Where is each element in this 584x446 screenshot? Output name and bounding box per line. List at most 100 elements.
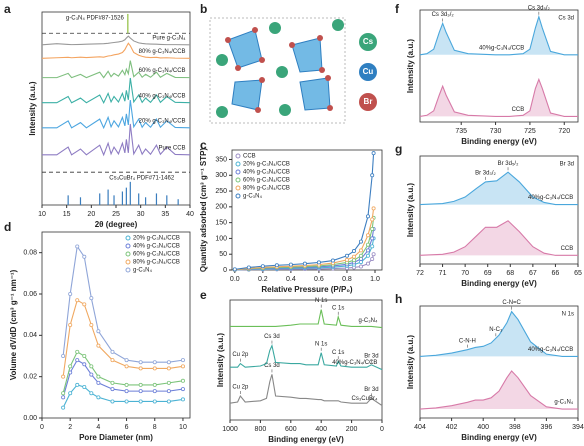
series-label: CCB — [512, 107, 525, 113]
point — [75, 382, 80, 387]
series-line — [419, 77, 578, 117]
legend-label: 80% g-C₃N₄/CCB — [243, 186, 290, 192]
point — [124, 364, 129, 369]
series-label: CCB — [561, 246, 574, 252]
series-line — [230, 309, 383, 329]
series-label: g-C₃N₄ PDF#87-1526 — [66, 16, 125, 22]
point — [75, 358, 80, 363]
tetrahedron — [227, 29, 263, 69]
br-atom — [325, 75, 331, 81]
br-atom — [252, 27, 258, 33]
corner-label: N 1s — [562, 312, 574, 318]
x-axis-title: Binding energy (eV) — [461, 137, 537, 146]
legend-label: Cu — [363, 67, 374, 76]
x-tick-label: 0.0 — [230, 276, 240, 283]
y-tick-label: 250 — [215, 188, 227, 195]
peak-label: Br 3d₃/₂ — [475, 170, 496, 176]
x-tick-label: 396 — [541, 424, 553, 431]
legend-label: 80% g-C₃N₄/CCB — [133, 260, 180, 266]
x-tick-label: 402 — [446, 424, 458, 431]
tetrahedron — [231, 79, 263, 111]
point — [61, 391, 66, 396]
point — [166, 366, 171, 371]
x-tick-label: 10 — [179, 424, 187, 431]
x-tick-label: 730 — [490, 128, 502, 135]
series-line — [419, 14, 578, 56]
panel-letter: e — [200, 288, 207, 302]
x-tick-label: 20 — [87, 211, 95, 218]
y-tick-label: 0.00 — [23, 415, 37, 422]
y-tick-label: 0.06 — [23, 291, 37, 298]
legend-marker — [235, 185, 241, 191]
point — [152, 360, 157, 365]
point — [365, 214, 370, 219]
point — [370, 217, 375, 222]
legend-label: g-C₃N₄ — [133, 268, 152, 274]
x-tick-label: 6 — [125, 424, 129, 431]
series-area — [420, 172, 578, 205]
legend-label: 40% g-C₃N₄/CCB — [243, 170, 290, 176]
point — [110, 358, 115, 363]
point — [344, 257, 349, 262]
legend-marker — [125, 267, 131, 273]
legend-label: 60% g-C₃N₄/CCB — [243, 178, 290, 184]
point — [302, 261, 307, 266]
peak-label: Cs 3d₃/₂ — [432, 12, 455, 18]
y-tick-label: 0 — [223, 267, 227, 274]
legend-marker — [125, 251, 131, 257]
crystal-structure — [209, 17, 346, 124]
series-line — [62, 244, 184, 363]
series-label: 80% g-C₃N₄/CCB — [139, 49, 186, 55]
peak-label: Cs 3d — [264, 334, 280, 340]
legend-label: Cs — [363, 37, 374, 46]
series-label: 40%g-C₃N₄/CCB — [528, 347, 573, 353]
point — [365, 248, 370, 253]
br-atom — [259, 57, 265, 63]
x-tick-label: 404 — [414, 424, 426, 431]
series-label: 60% g-C₃N₄/CCB — [139, 68, 186, 74]
x-tick-label: 394 — [572, 424, 584, 431]
point — [288, 262, 293, 267]
cs-atom — [279, 104, 291, 116]
y-axis-title: Intensity (a.u.) — [406, 183, 415, 238]
plot-frame — [419, 155, 579, 265]
point — [246, 265, 251, 270]
series-line — [419, 220, 578, 256]
legend-atom — [359, 93, 377, 111]
point — [152, 399, 157, 404]
panel-letter: d — [4, 220, 11, 234]
x-tick-label: 72 — [416, 270, 424, 277]
series-line — [62, 384, 184, 408]
panel-letter: b — [200, 2, 207, 16]
series-line — [62, 359, 184, 398]
legend-marker — [125, 259, 131, 265]
point — [330, 258, 335, 263]
y-tick-label: 100 — [215, 235, 227, 242]
series-area — [420, 370, 578, 410]
y-tick-label: 50 — [219, 251, 227, 258]
series-label: g-C₃N₄ — [359, 318, 378, 324]
br-atom — [317, 35, 323, 41]
peak-label: C 1s — [332, 350, 344, 356]
x-tick-label: 735 — [455, 128, 467, 135]
point — [110, 349, 115, 354]
panel-letter: c — [200, 138, 207, 152]
series-line — [419, 171, 578, 206]
point — [138, 360, 143, 365]
x-tick-label: 35 — [161, 211, 169, 218]
point — [138, 399, 143, 404]
point — [138, 389, 143, 394]
point — [180, 378, 185, 383]
point — [89, 364, 94, 369]
legend-label: 20% g-C₃N₄/CCB — [133, 236, 180, 242]
x-tick-label: 25 — [112, 211, 120, 218]
point — [82, 384, 87, 389]
x-tick-label: 4 — [96, 424, 100, 431]
x-tick-label: 398 — [509, 424, 521, 431]
point — [82, 353, 87, 358]
point — [89, 296, 94, 301]
tetrahedron — [291, 37, 323, 73]
x-tick-label: 2 — [68, 424, 72, 431]
series-area — [420, 79, 578, 117]
